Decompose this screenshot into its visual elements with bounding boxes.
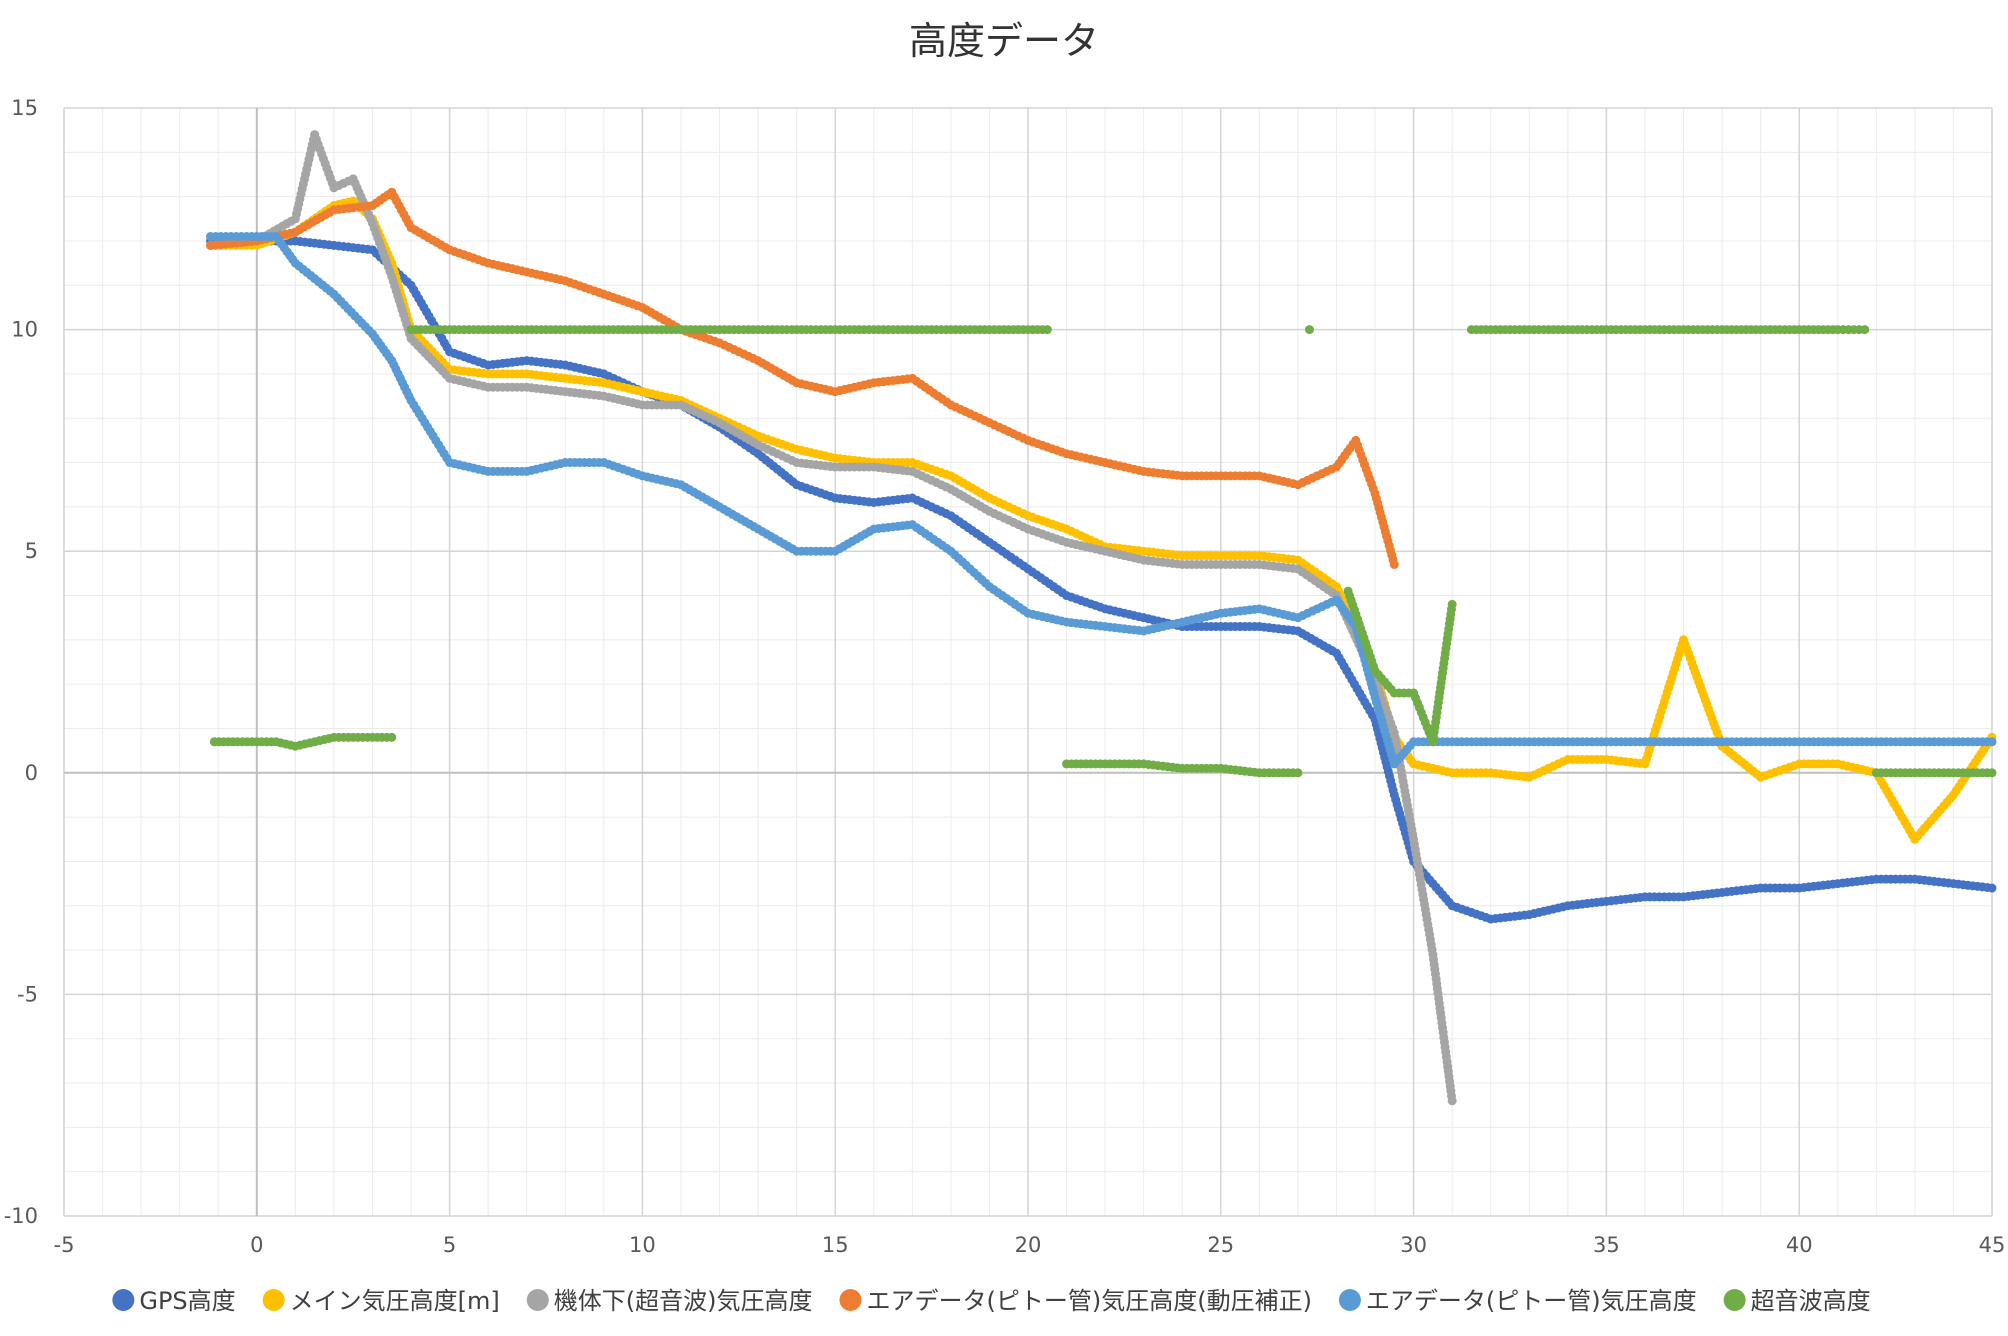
- legend-marker: [262, 1289, 285, 1311]
- series-エアデータ(ピトー管)気圧高度: [206, 232, 1997, 769]
- series-エアデータ(ピトー管)気圧高度(動圧補正): [206, 187, 1399, 569]
- series-機体下(超音波)気圧高度: [206, 130, 1457, 1106]
- legend-item: 機体下(超音波)気圧高度: [526, 1287, 813, 1315]
- data-point: [1987, 883, 1997, 893]
- series-メイン気圧高度[m]: [206, 196, 1997, 844]
- legend-item: 超音波高度: [1723, 1287, 1871, 1315]
- legend: GPS高度 メイン気圧高度[m] 機体下(超音波)気圧高度 エアデータ(ピトー管)気圧…: [112, 1287, 1871, 1315]
- legend-label: メイン気圧高度[m]: [290, 1287, 500, 1315]
- x-tick-label: 5: [443, 1233, 456, 1257]
- plot-area: [206, 130, 1997, 1106]
- data-point: [1987, 737, 1997, 747]
- legend-marker: [526, 1289, 549, 1311]
- legend-marker: [112, 1289, 135, 1311]
- legend-label: 機体下(超音波)気圧高度: [554, 1287, 813, 1315]
- data-point: [1987, 768, 1997, 778]
- legend-label: 超音波高度: [1751, 1287, 1871, 1315]
- x-tick-label: 10: [629, 1233, 656, 1257]
- legend-marker: [1338, 1289, 1361, 1311]
- x-tick-label: 30: [1400, 1233, 1427, 1257]
- x-tick-label: 25: [1207, 1233, 1234, 1257]
- chart-title: 高度データ: [909, 19, 1099, 63]
- data-point: [387, 732, 397, 742]
- legend-marker: [839, 1289, 862, 1311]
- data-point: [1293, 768, 1303, 778]
- y-tick-label: 10: [11, 318, 38, 342]
- x-tick-label: 40: [1786, 1233, 1813, 1257]
- data-point: [1042, 325, 1052, 335]
- x-tick-label: 35: [1593, 1233, 1620, 1257]
- x-tick-label: -5: [54, 1233, 75, 1257]
- x-tick-label: 45: [1979, 1233, 2006, 1257]
- data-point: [1447, 599, 1457, 609]
- legend-item: メイン気圧高度[m]: [262, 1287, 500, 1315]
- data-point: [1447, 1096, 1457, 1106]
- y-tick-label: 15: [11, 96, 38, 120]
- y-tick-label: 5: [25, 539, 38, 563]
- series-GPS高度: [206, 236, 1997, 924]
- y-tick-label: -10: [4, 1204, 38, 1228]
- legend-label: GPS高度: [139, 1287, 235, 1315]
- x-tick-label: 20: [1015, 1233, 1042, 1257]
- legend-item: エアデータ(ピトー管)気圧高度: [1338, 1287, 1697, 1315]
- legend-item: GPS高度: [112, 1287, 236, 1315]
- tick-labels: -5 0 5 10 15 20 25 30 35 40 45 -10 -5 0 5 10 15: [4, 96, 2006, 1257]
- data-point: [1304, 325, 1314, 335]
- x-tick-label: 15: [822, 1233, 849, 1257]
- data-point: [1389, 559, 1399, 569]
- legend-item: エアデータ(ピトー管)気圧高度(動圧補正): [839, 1287, 1312, 1315]
- y-tick-label: -5: [17, 982, 38, 1006]
- data-point: [1860, 325, 1870, 335]
- major-grid: [63, 107, 1993, 1217]
- legend-label: エアデータ(ピトー管)気圧高度: [1366, 1287, 1697, 1315]
- x-tick-label: 0: [250, 1233, 263, 1257]
- axes: [64, 108, 1992, 1216]
- series-超音波高度: [209, 325, 1997, 778]
- legend-marker: [1723, 1289, 1746, 1311]
- y-tick-label: 0: [25, 761, 38, 785]
- legend-label: エアデータ(ピトー管)気圧高度(動圧補正): [866, 1287, 1311, 1315]
